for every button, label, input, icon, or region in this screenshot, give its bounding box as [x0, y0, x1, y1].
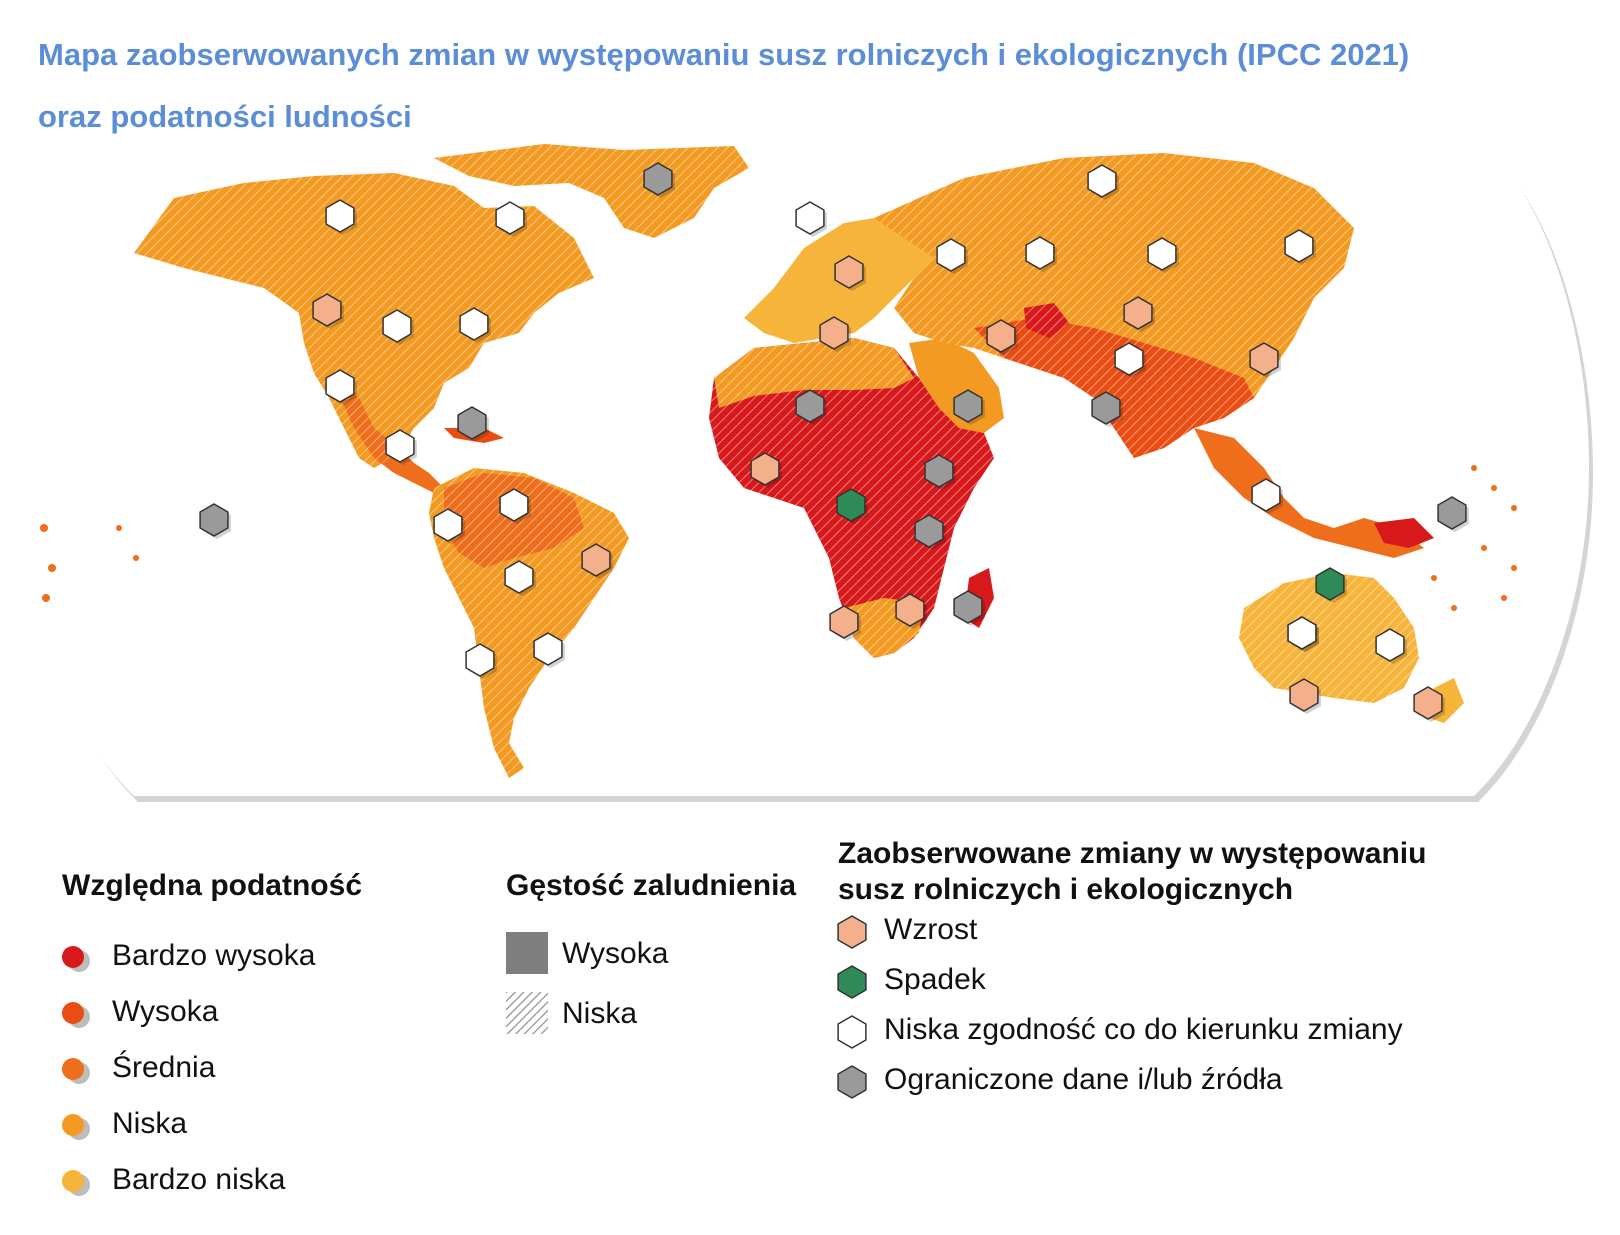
hex-marker-limited: [953, 590, 983, 624]
vulnerability-dot: [62, 1002, 84, 1024]
hex-marker-limited: [924, 454, 954, 488]
vulnerability-dot: [62, 946, 84, 968]
world-map: [14, 128, 1594, 828]
hex-marker-limited: [914, 514, 944, 548]
hex-marker-limited: [1091, 391, 1121, 425]
hex-marker-low: [495, 201, 525, 235]
hex-marker-low: [465, 643, 495, 677]
hex-marker-low: [382, 309, 412, 343]
legend-change-heading-line-2: susz rolniczych i ekologicznych: [838, 873, 1294, 906]
legend-change-heading-line-1: Zaobserwowane zmiany w występowaniu: [838, 837, 1427, 870]
hex-marker-decrease: [836, 488, 866, 522]
hex-marker-increase: [819, 316, 849, 350]
hex-marker-low: [385, 429, 415, 463]
change-label: Spadek: [884, 963, 986, 996]
pacific-islands: [40, 465, 1517, 611]
vulnerability-dot: [62, 1170, 84, 1192]
vulnerability-label: Niska: [112, 1107, 188, 1140]
hex-marker-increase: [1249, 342, 1279, 376]
hex-marker-low: [325, 199, 355, 233]
hex-marker-low: [325, 369, 355, 403]
southeast-asia: [1194, 428, 1424, 558]
hex-marker-low: [459, 307, 489, 341]
world-map-svg: [19, 136, 1593, 802]
density-low-label: Niska: [562, 997, 638, 1030]
density-high-label: Wysoka: [562, 937, 669, 970]
hex-marker-low: [936, 238, 966, 272]
vulnerability-label: Wysoka: [112, 995, 219, 1028]
vulnerability-label: Bardzo wysoka: [112, 939, 316, 972]
legend-vulnerability-heading: Względna podatność: [62, 869, 362, 902]
hex-marker-increase: [750, 452, 780, 486]
hex-marker-low: [499, 488, 529, 522]
change-hex-swatch: [837, 965, 867, 999]
hex-marker-low: [504, 560, 534, 594]
change-hex-swatch: [837, 915, 867, 949]
title-line-2: oraz podatności ludności: [38, 99, 412, 134]
hex-marker-increase: [1289, 678, 1319, 712]
hex-marker-low: [795, 201, 825, 235]
hexagon-markers: [199, 162, 1469, 722]
hex-marker-low: [1025, 236, 1055, 270]
legend-change-heading: Zaobserwowane zmiany w występowaniu susz…: [838, 836, 1426, 908]
hex-marker-increase: [1413, 686, 1443, 720]
hex-marker-increase: [312, 293, 342, 327]
hex-marker-limited: [457, 406, 487, 440]
hex-marker-limited: [199, 503, 229, 537]
map-title: Mapa zaobserwowanych zmian w występowani…: [38, 24, 1598, 148]
vulnerability-label: Bardzo niska: [112, 1163, 286, 1196]
hex-marker-increase: [581, 543, 611, 577]
hex-marker-limited: [1437, 496, 1467, 530]
hex-marker-low: [1147, 237, 1177, 271]
change-label: Niska zgodność co do kierunku zmiany: [884, 1013, 1403, 1046]
change-hex-swatch: [837, 1015, 867, 1049]
density-low-swatch: [506, 992, 548, 1034]
legend-density-heading: Gęstość zaludnienia: [506, 869, 797, 902]
hex-marker-low: [1375, 628, 1405, 662]
hex-marker-limited: [643, 162, 673, 196]
hex-marker-low: [1087, 164, 1117, 198]
change-label: Wzrost: [884, 913, 978, 946]
hex-marker-increase: [834, 255, 864, 289]
hex-marker-decrease: [1315, 567, 1345, 601]
vulnerability-label: Średnia: [112, 1051, 216, 1084]
hex-marker-low: [533, 632, 563, 666]
vulnerability-dot: [62, 1058, 84, 1080]
hex-marker-low: [1284, 229, 1314, 263]
hex-marker-increase: [829, 605, 859, 639]
hex-marker-limited: [953, 389, 983, 423]
hex-marker-low: [1251, 478, 1281, 512]
hex-marker-low: [1287, 616, 1317, 650]
hex-marker-increase: [986, 319, 1016, 353]
hex-marker-limited: [795, 389, 825, 423]
vulnerability-dot: [62, 1114, 84, 1136]
title-line-1: Mapa zaobserwowanych zmian w występowani…: [38, 37, 1410, 72]
change-label: Ograniczone dane i/lub źródła: [884, 1063, 1283, 1096]
hex-marker-increase: [1123, 296, 1153, 330]
new-guinea: [1374, 518, 1434, 548]
hex-marker-low: [1114, 342, 1144, 376]
density-high-swatch: [506, 932, 548, 974]
change-hex-swatch: [837, 1065, 867, 1099]
hex-marker-increase: [895, 593, 925, 627]
hex-marker-low: [433, 508, 463, 542]
